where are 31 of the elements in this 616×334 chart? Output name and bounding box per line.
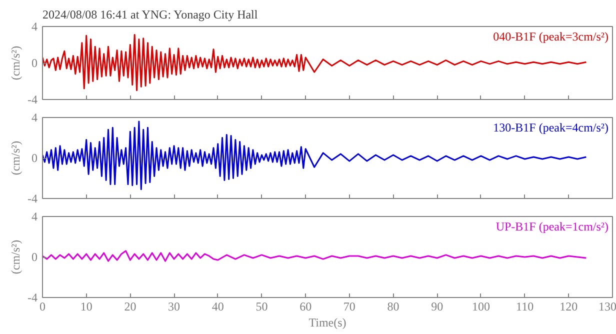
x-tick-label: 10 [80, 300, 92, 314]
y-axis-title: (cm/s²) [8, 240, 23, 274]
x-tick-label: 90 [431, 300, 444, 314]
y-tick-label: 4 [32, 20, 38, 34]
y-tick-label: -4 [28, 92, 38, 106]
x-tick-label: 40 [212, 300, 224, 314]
series-label: UP-B1F (peak=1cm/s²) [496, 220, 609, 234]
x-tick-label: 120 [560, 300, 578, 314]
y-tick-label: -4 [28, 192, 38, 206]
series-label: 040-B1F (peak=3cm/s²) [493, 30, 609, 44]
y-tick-label: 0 [32, 151, 38, 165]
series-label: 130-B1F (peak=4cm/s²) [493, 120, 609, 134]
x-tick-label: 70 [343, 300, 356, 314]
x-axis-title: Time(s) [308, 316, 346, 330]
y-tick-label: -4 [28, 290, 38, 304]
y-axis-title: (cm/s²) [8, 140, 23, 176]
y-tick-label: 0 [32, 56, 38, 70]
line-series [42, 250, 587, 262]
x-tick-label: 100 [472, 300, 490, 314]
y-tick-label: 4 [32, 210, 38, 224]
y-tick-label: 4 [32, 110, 38, 124]
x-tick-label: 30 [168, 300, 180, 314]
x-tick-label: 50 [256, 300, 268, 314]
chart-title: 2024/08/08 16:41 at YNG: Yonago City Hall [42, 8, 258, 22]
x-tick-label: 110 [516, 300, 534, 314]
x-tick-label: 60 [300, 300, 312, 314]
y-axis-title: (cm/s²) [8, 46, 23, 80]
x-tick-label: 130 [598, 300, 616, 314]
y-tick-label: 0 [32, 250, 38, 264]
x-tick-label: 80 [387, 300, 400, 314]
x-tick-label: 20 [124, 300, 136, 314]
